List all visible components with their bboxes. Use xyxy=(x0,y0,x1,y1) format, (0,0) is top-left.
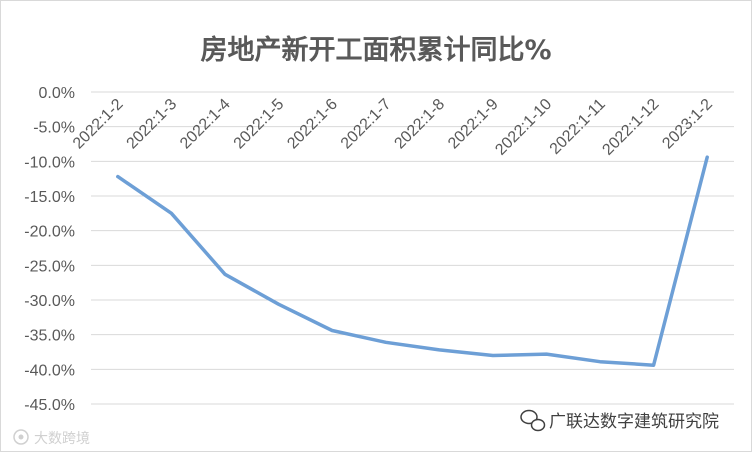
faint-watermark: 大数跨境 xyxy=(13,429,90,447)
y-tick-label: -35.0% xyxy=(24,328,75,345)
x-tick-label: 2023:1-2 xyxy=(659,96,716,153)
gridlines xyxy=(91,91,734,405)
wechat-watermark: 广联达数字建筑研究院 xyxy=(520,409,719,432)
y-axis-ticks: 0.0% -5.0% -10.0% -15.0% -20.0% -25.0% -30.0% -… xyxy=(24,85,75,414)
x-tick-label: 2022:1-6 xyxy=(284,96,341,153)
y-tick-label: -45.0% xyxy=(24,397,75,414)
camera-icon xyxy=(13,429,29,445)
wechat-icon xyxy=(520,409,546,432)
chart-title: 房地产新开工面积累计同比% xyxy=(200,34,551,66)
x-tick-label: 2022:1-10 xyxy=(492,96,555,159)
y-tick-label: -20.0% xyxy=(24,224,75,241)
y-tick-label: -25.0% xyxy=(24,258,75,275)
series-line xyxy=(116,155,709,367)
x-tick-label: 2022:1-3 xyxy=(124,96,181,153)
y-tick-label: -40.0% xyxy=(24,362,75,379)
y-tick-label: 0.0% xyxy=(39,85,75,102)
x-tick-label: 2022:1-7 xyxy=(338,96,395,153)
series-layer xyxy=(116,155,709,367)
y-tick-label: -5.0% xyxy=(33,120,75,137)
x-tick-label: 2022:1-2 xyxy=(70,96,127,153)
y-tick-label: -15.0% xyxy=(24,189,75,206)
watermark-text: 广联达数字建筑研究院 xyxy=(549,412,719,432)
y-tick-label: -10.0% xyxy=(24,154,75,171)
x-tick-label: 2022:1-5 xyxy=(231,96,288,153)
faint-watermark-text: 大数跨境 xyxy=(34,431,90,447)
x-tick-label: 2022:1-9 xyxy=(445,96,502,153)
x-tick-label: 2022:1-4 xyxy=(177,96,234,153)
x-tick-label: 2022:1-8 xyxy=(391,96,448,153)
x-axis-ticks: 2022:1-22022:1-32022:1-42022:1-52022:1-6… xyxy=(70,96,716,159)
y-tick-label: -30.0% xyxy=(24,293,75,310)
x-tick-label: 2022:1-12 xyxy=(599,96,662,159)
